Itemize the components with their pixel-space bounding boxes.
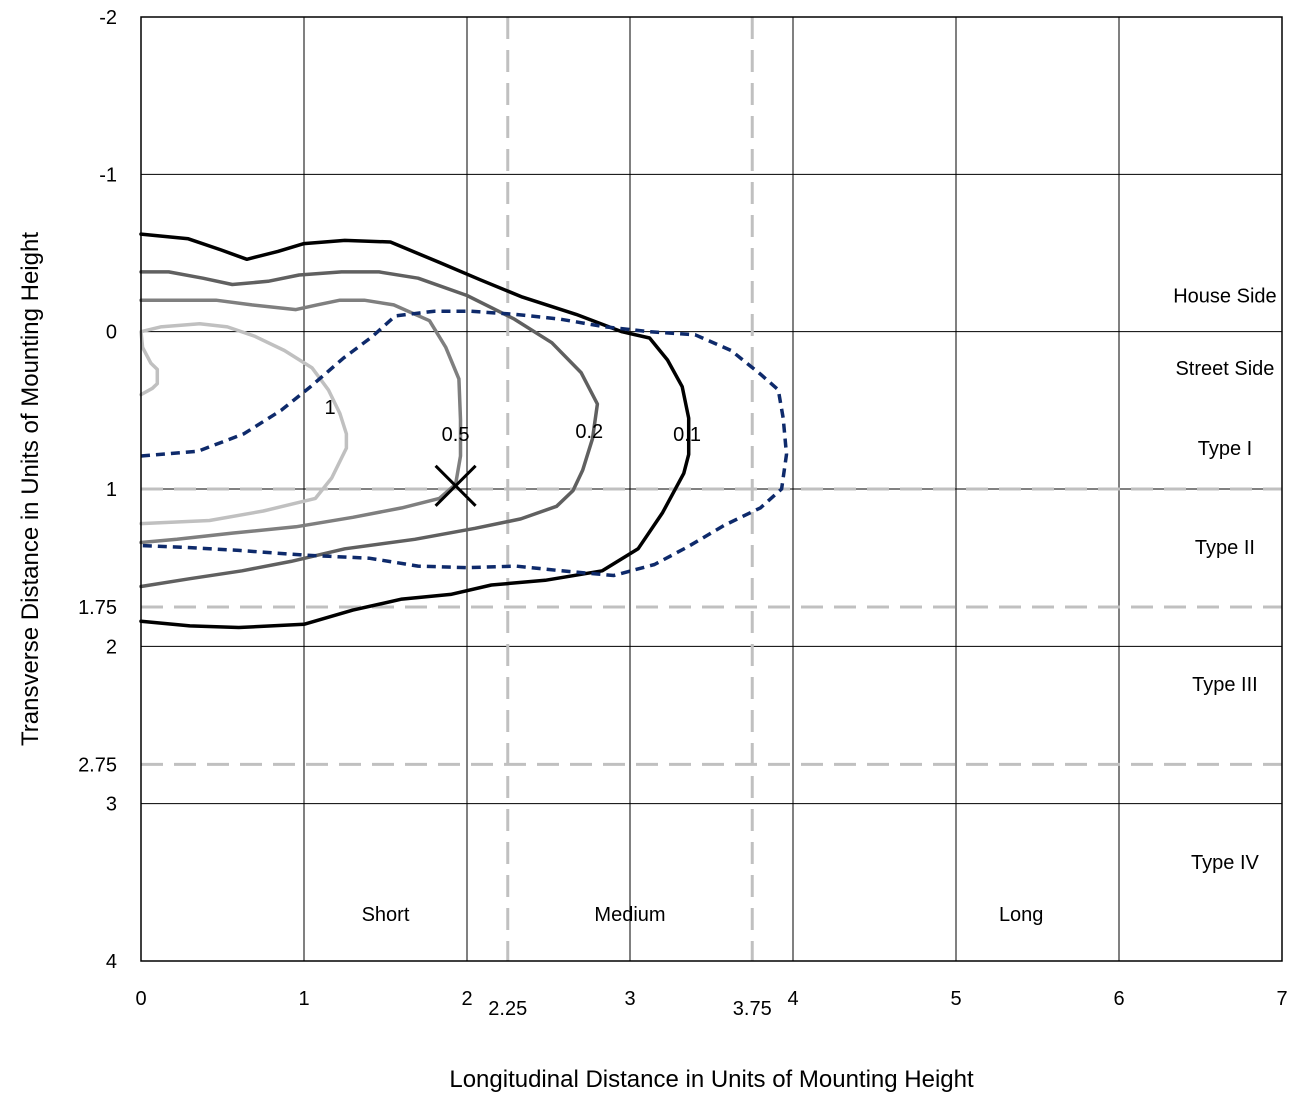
region-label: Type IV xyxy=(1191,852,1259,874)
x-tick-label: 3 xyxy=(624,988,635,1010)
x-tick-label: 4 xyxy=(787,988,798,1010)
x-tick-label: 1 xyxy=(298,988,309,1010)
region-label: Street Side xyxy=(1175,358,1274,380)
region-label: Type III xyxy=(1192,674,1258,696)
contour-label: 1 xyxy=(325,397,336,419)
grid-lines xyxy=(140,16,1283,962)
y-tick-label: -1 xyxy=(99,164,117,186)
y-tick-label: 0 xyxy=(106,322,117,344)
y-tick-label: 2 xyxy=(106,636,117,658)
y-tick-label: 4 xyxy=(106,951,117,973)
x-tick-label: 6 xyxy=(1113,988,1124,1010)
y-tick-label: 3 xyxy=(106,794,117,816)
y-tick-label-extra: 1.75 xyxy=(78,597,117,619)
contour-label: 0.2 xyxy=(575,421,603,443)
plot-area-border xyxy=(140,16,1283,962)
x-tick-label-extra: 2.25 xyxy=(488,998,527,1020)
y-tick-label: -2 xyxy=(99,7,117,29)
luminaire-marker xyxy=(434,464,477,507)
y-tick-label-extra: 2.75 xyxy=(78,754,117,776)
x-axis-label: Longitudinal Distance in Units of Mounti… xyxy=(449,1066,974,1093)
reference-lines xyxy=(141,17,1282,961)
series-line-2 xyxy=(139,270,600,589)
y-tick-labels: -2 -1 0 1 2 3 4 1.75 2.75 xyxy=(78,7,117,973)
contour-labels: 1 0.5 0.2 0.1 xyxy=(325,397,701,446)
series-line-1 xyxy=(139,298,463,545)
y-tick-label: 1 xyxy=(106,479,117,501)
contour-label: 0.5 xyxy=(442,424,470,446)
x-tick-labels: 0 1 2 3 4 5 6 7 2.25 3.75 xyxy=(135,988,1287,1020)
x-tick-label: 0 xyxy=(135,988,146,1010)
series-line-0 xyxy=(139,322,349,526)
region-label: Short xyxy=(362,904,410,926)
contour-series xyxy=(139,232,789,630)
region-label: Type II xyxy=(1195,537,1255,559)
region-label: House Side xyxy=(1173,285,1276,307)
region-label: Long xyxy=(999,904,1044,926)
region-label: Type I xyxy=(1198,438,1252,460)
region-label: Medium xyxy=(594,904,665,926)
marker-stroke xyxy=(434,464,477,507)
x-tick-label: 5 xyxy=(950,988,961,1010)
region-labels: House Side Street Side Type I Type II Type I… xyxy=(362,285,1277,925)
contour-label: 0.1 xyxy=(673,424,701,446)
y-axis-label: Transverse Distance in Units of Mounting… xyxy=(17,232,44,746)
x-tick-label: 2 xyxy=(461,988,472,1010)
x-tick-label: 7 xyxy=(1276,988,1287,1010)
series-line-3 xyxy=(139,232,691,630)
x-tick-label-extra: 3.75 xyxy=(733,998,772,1020)
series-line-4 xyxy=(140,309,789,578)
